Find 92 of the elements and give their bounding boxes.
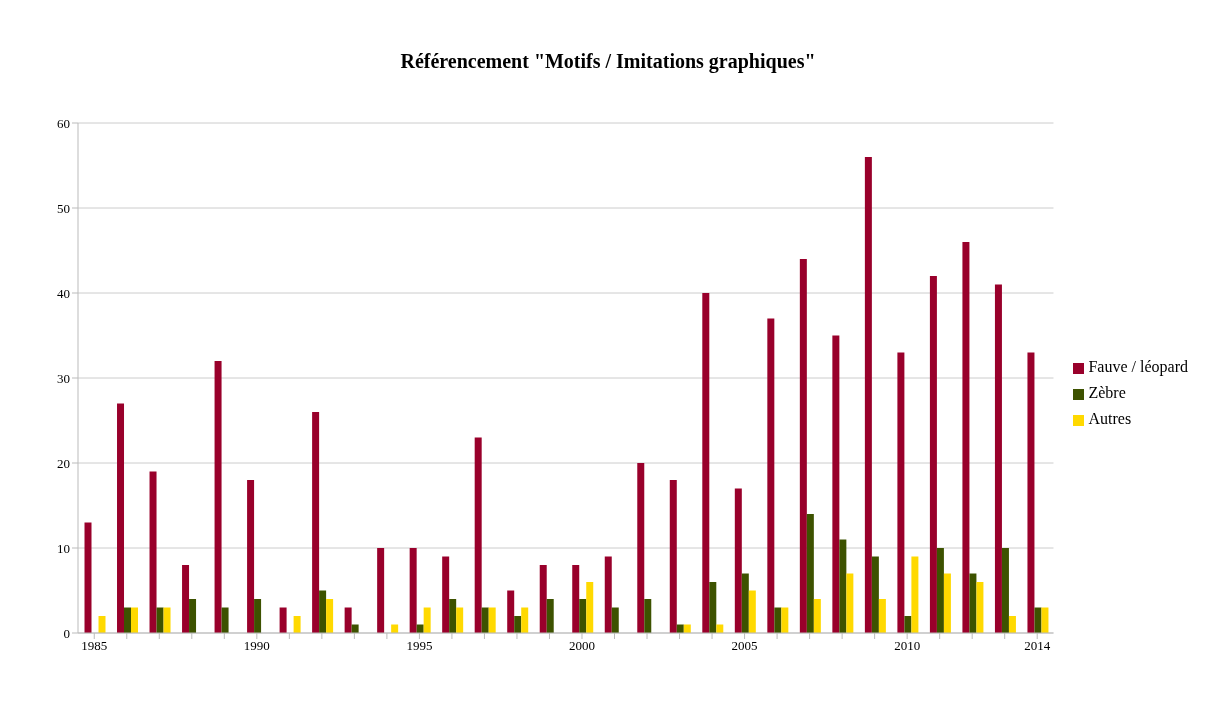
bar bbox=[976, 582, 984, 633]
bar bbox=[799, 259, 807, 633]
bar bbox=[904, 616, 912, 633]
y-tick-label: 30 bbox=[57, 370, 70, 386]
y-tick-label: 20 bbox=[57, 455, 70, 471]
bar bbox=[611, 607, 619, 633]
bar bbox=[326, 599, 334, 633]
bar bbox=[1008, 616, 1016, 633]
x-tick-label: 2010 bbox=[894, 638, 921, 654]
bar bbox=[586, 582, 594, 633]
bar bbox=[247, 480, 255, 633]
bar bbox=[969, 573, 977, 633]
bar bbox=[131, 607, 139, 633]
bar bbox=[423, 607, 431, 633]
x-tick-label: 1995 bbox=[406, 638, 433, 654]
bar bbox=[221, 607, 229, 633]
y-tick-label: 0 bbox=[63, 625, 70, 641]
bar bbox=[669, 480, 677, 633]
bar bbox=[774, 607, 782, 633]
bar bbox=[878, 599, 886, 633]
bar bbox=[149, 471, 157, 633]
bar bbox=[604, 556, 612, 633]
bar bbox=[214, 361, 222, 633]
x-tick-label: 1985 bbox=[81, 638, 108, 654]
bar bbox=[781, 607, 789, 633]
bar bbox=[521, 607, 529, 633]
bar bbox=[1041, 607, 1049, 633]
bar bbox=[546, 599, 554, 633]
legend-label: Zèbre bbox=[1088, 384, 1126, 401]
bar bbox=[994, 284, 1002, 633]
bar bbox=[806, 514, 814, 633]
bar bbox=[1001, 548, 1009, 633]
bar bbox=[163, 607, 171, 633]
x-tick-label: 2000 bbox=[568, 638, 595, 654]
bar bbox=[644, 599, 652, 633]
legend-label: Fauve / léopard bbox=[1088, 358, 1188, 375]
bar bbox=[293, 616, 301, 633]
bar bbox=[702, 293, 710, 633]
legend-label: Autres bbox=[1088, 410, 1132, 427]
bar bbox=[929, 276, 937, 633]
bar bbox=[579, 599, 587, 633]
bar bbox=[449, 599, 457, 633]
bar bbox=[377, 548, 385, 633]
x-tick-label: 2014 bbox=[1024, 638, 1051, 654]
bar bbox=[319, 590, 327, 633]
bar bbox=[572, 565, 580, 633]
y-tick-label: 40 bbox=[57, 285, 70, 301]
bar bbox=[637, 463, 645, 633]
bar bbox=[1027, 352, 1035, 633]
bar bbox=[871, 556, 879, 633]
x-tick-label: 1990 bbox=[243, 638, 270, 654]
bar bbox=[481, 607, 489, 633]
bar bbox=[279, 607, 287, 633]
bar bbox=[839, 539, 847, 633]
bar bbox=[507, 590, 515, 633]
bar bbox=[189, 599, 197, 633]
bar bbox=[962, 242, 970, 633]
x-tick-label: 2005 bbox=[731, 638, 758, 654]
bar bbox=[943, 573, 951, 633]
bar bbox=[84, 522, 92, 633]
bar bbox=[488, 607, 496, 633]
bar bbox=[767, 318, 775, 633]
bar bbox=[813, 599, 821, 633]
y-tick-label: 10 bbox=[57, 540, 70, 556]
bar bbox=[864, 157, 872, 633]
bar bbox=[1034, 607, 1042, 633]
y-tick-label: 60 bbox=[57, 115, 70, 131]
bar bbox=[156, 607, 164, 633]
bar bbox=[748, 590, 756, 633]
bar bbox=[514, 616, 522, 633]
y-tick-label: 50 bbox=[57, 200, 70, 216]
chart-title: Référencement "Motifs / Imitations graphiques" bbox=[399, 50, 817, 73]
bar bbox=[936, 548, 944, 633]
bar bbox=[117, 403, 125, 633]
bar bbox=[911, 556, 919, 633]
bar bbox=[442, 556, 450, 633]
bar bbox=[456, 607, 464, 633]
bar bbox=[98, 616, 106, 633]
bar bbox=[709, 582, 717, 633]
bar bbox=[474, 437, 482, 633]
bar bbox=[124, 607, 132, 633]
bar bbox=[539, 565, 547, 633]
bar bbox=[734, 488, 742, 633]
bar bbox=[741, 573, 749, 633]
bar bbox=[846, 573, 854, 633]
bar bbox=[312, 412, 320, 633]
bar bbox=[832, 335, 840, 633]
bar bbox=[182, 565, 190, 633]
bar bbox=[254, 599, 262, 633]
bar bbox=[344, 607, 352, 633]
bar bbox=[897, 352, 905, 633]
bar bbox=[409, 548, 417, 633]
